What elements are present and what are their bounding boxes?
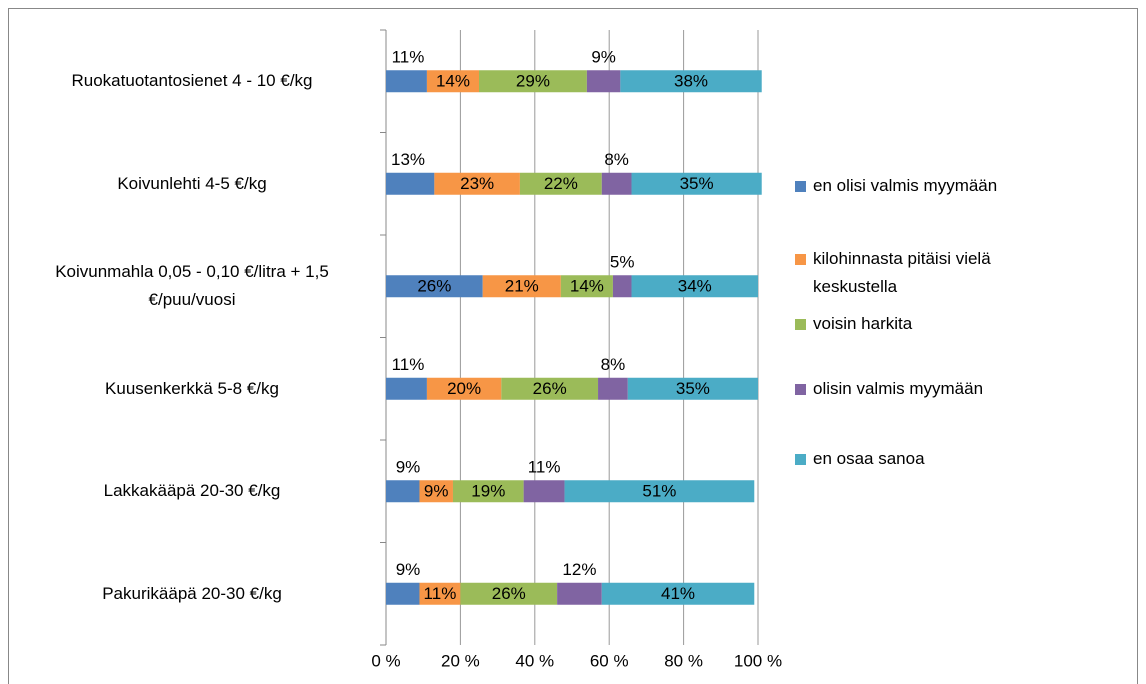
data-label: 11% [528,458,561,477]
legend-swatch [795,384,806,395]
bar-segment [519,172,602,195]
data-label: 23% [460,174,494,193]
data-label: 29% [516,72,550,91]
data-label: 13% [391,150,425,169]
bar-segment [586,70,621,93]
data-label: 9% [424,482,449,501]
legend-swatch [795,319,806,330]
bar-segment [460,582,558,605]
bar-segment [620,70,762,93]
legend-swatch [795,181,806,192]
category-label: Ruokatuotantosienet 4 - 10 €/kg [71,71,313,91]
data-label: 26% [417,277,451,296]
data-label: 41% [661,584,695,603]
bar-segment [434,172,520,195]
data-label: 11% [392,48,425,67]
bar-segment [523,480,565,503]
data-label: 35% [676,379,710,398]
bar-segment [627,377,758,400]
bar-segment [557,582,602,605]
bar-segment [612,275,632,298]
legend-swatch [795,454,806,465]
category-label: Koivunlehti 4-5 €/kg [117,173,267,193]
data-label: 26% [492,584,526,603]
legend-entry: en osaa sanoa [795,445,1028,473]
bar-segment [631,172,762,195]
data-label: 21% [505,277,539,296]
legend-entry: voisin harkita [795,310,1028,338]
category-label: Koivunmahla 0,05 - 0,10 €/litra + 1,5 €/… [55,262,329,310]
legend-entry: kilohinnasta pitäisi vielä keskustella [795,245,1028,301]
data-label: 11% [424,584,457,603]
bar-segment [601,172,632,195]
category-label: Kuusenkerkkä 5-8 €/kg [105,378,279,398]
category-label: Pakurikääpä 20-30 €/kg [102,583,282,603]
legend-swatch [795,254,806,265]
bar-segment [419,582,461,605]
data-label: 5% [610,253,635,272]
bar-segment [419,480,453,503]
bar-segment [501,377,599,400]
bar-segment [386,480,420,503]
data-label: 38% [674,72,708,91]
data-label: 20% [447,379,481,398]
x-tick-label: 80 % [664,651,703,670]
bar-segment [452,480,524,503]
bar-segment [386,172,435,195]
x-tick-label: 60 % [590,651,629,670]
bar-segment [560,275,613,298]
category-label: Lakkakääpä 20-30 €/kg [103,481,281,501]
chart-frame [8,8,1138,684]
x-tick-label: 0 % [371,651,400,670]
bar-segment [386,70,427,93]
bar-segment [598,377,628,400]
bar-segment [564,480,755,503]
x-tick-label: 100 % [734,651,782,670]
data-label: 8% [601,355,626,374]
data-label: 51% [642,482,676,501]
legend-entry: olisin valmis myymään [795,375,1028,403]
data-label: 9% [396,560,421,579]
bar-segment [479,70,587,93]
data-label: 9% [591,48,616,67]
data-label: 19% [471,482,505,501]
bar-segment [386,582,420,605]
bar-segment [482,275,561,298]
data-label: 8% [604,150,629,169]
data-label: 22% [544,174,578,193]
data-label: 14% [436,72,470,91]
data-label: 11% [392,355,425,374]
bar-segment [631,275,758,298]
bar-segment [426,377,502,400]
data-label: 34% [678,277,712,296]
data-label: 12% [562,560,596,579]
data-label: 35% [680,174,714,193]
bar-segment [386,377,427,400]
x-tick-label: 40 % [515,651,554,670]
data-label: 9% [396,458,421,477]
bar-segment [601,582,755,605]
x-tick-label: 20 % [441,651,480,670]
bar-segment [386,275,483,298]
bar-segment [426,70,479,93]
data-label: 14% [570,277,604,296]
data-label: 26% [533,379,567,398]
legend-entry: en olisi valmis myymään [795,172,1028,200]
